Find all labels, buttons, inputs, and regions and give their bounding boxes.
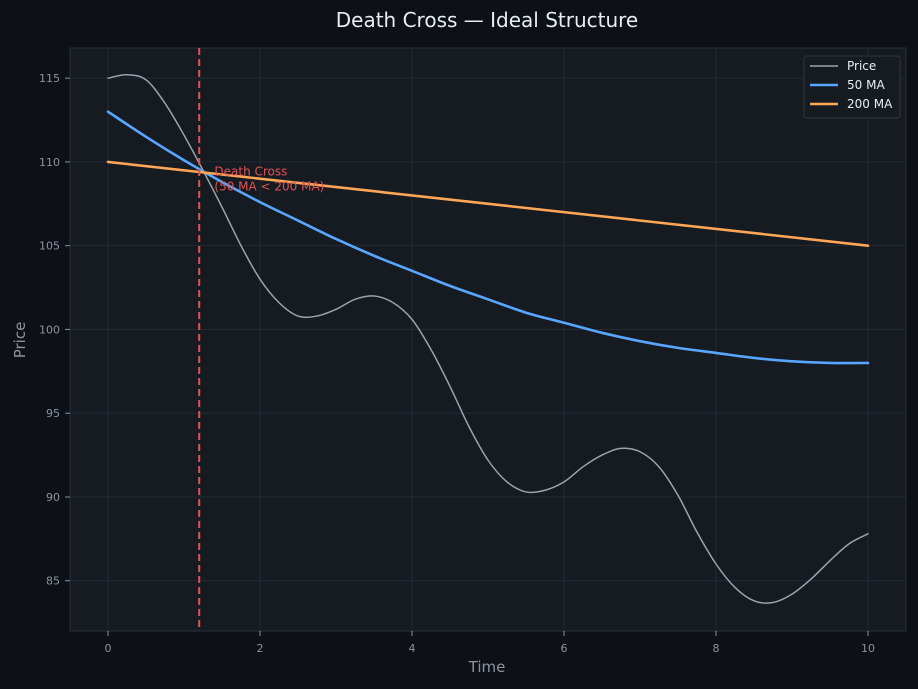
death-cross-annotation-text: (50 MA < 200 MA) (214, 179, 324, 193)
y-axis-ticks: 85 90 95 100 105 110 115 (39, 72, 70, 588)
y-tick-label: 85 (46, 575, 60, 588)
legend-label-200-ma: 200 MA (847, 97, 893, 111)
grid-lines (70, 48, 906, 631)
x-tick-label: 2 (257, 642, 264, 655)
series-line-200-ma (106, 160, 870, 247)
legend-label-50-ma: 50 MA (847, 78, 885, 92)
x-tick-label: 8 (713, 642, 720, 655)
series-line-price (107, 74, 869, 604)
death-cross-annotation-text: Death Cross (214, 164, 287, 178)
y-tick-label: 95 (46, 407, 60, 420)
y-tick-label: 90 (46, 491, 60, 504)
legend-box (803, 55, 901, 119)
plot-area (69, 47, 907, 632)
y-tick-label: 110 (39, 156, 60, 169)
x-tick-label: 6 (561, 642, 568, 655)
chart-title: Death Cross — Ideal Structure (336, 8, 638, 32)
legend-label-price: Price (847, 59, 876, 73)
series-lines (106, 74, 870, 604)
x-tick-label: 4 (409, 642, 416, 655)
legend: Price 50 MA 200 MA (803, 55, 901, 119)
y-tick-label: 115 (39, 72, 60, 85)
x-axis-label: Time (468, 658, 506, 676)
x-tick-label: 0 (105, 642, 112, 655)
y-tick-label: 100 (39, 323, 60, 336)
x-tick-label: 10 (861, 642, 875, 655)
annotations: Death Cross(50 MA < 200 MA) (198, 48, 324, 631)
y-tick-label: 105 (39, 240, 60, 253)
series-line-50-ma (106, 110, 870, 365)
x-axis-ticks: 0 2 4 6 8 10 (105, 631, 875, 655)
y-axis-label: Price (11, 322, 29, 359)
